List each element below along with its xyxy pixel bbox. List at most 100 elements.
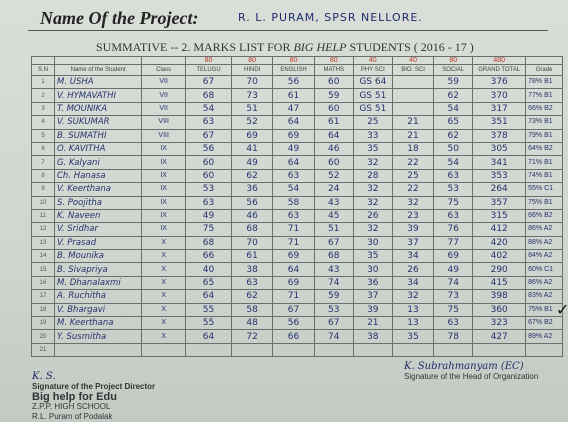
cell-telugu: 75: [185, 222, 232, 237]
cell-maths: 60: [313, 155, 354, 170]
cell-maths: 46: [313, 141, 354, 157]
cell-english: 71: [272, 235, 315, 251]
cell-sn: 13: [31, 235, 55, 251]
cell-maths: 52: [313, 168, 354, 184]
head-signature-mark: K. Subrahmanyam (EC): [404, 361, 524, 372]
cell-grade: 75% B1: [525, 195, 563, 210]
cell-student-name: Ch. Hanasa: [53, 168, 143, 184]
cell-class: X: [141, 235, 186, 251]
cell-social: 75: [433, 195, 474, 210]
table-header-row: S.N Name of the Student Class TELUGU HIN…: [31, 64, 563, 76]
cell-sn: 12: [31, 222, 55, 237]
cell-class: X: [141, 262, 186, 277]
cell-student-name: V. Keerthana: [53, 182, 143, 197]
cell-bio-sci: [391, 74, 435, 90]
cell-bio-sci: 13: [391, 302, 435, 318]
cell-social: 63: [433, 208, 474, 224]
cell-grade: 60% C1: [525, 262, 563, 277]
cell-hindi: 52: [230, 115, 274, 130]
director-signature-mark: K. S.: [32, 371, 56, 382]
cell-phy-sci: 25: [352, 115, 393, 130]
cell-phy-sci: 30: [352, 262, 393, 277]
col-telugu: TELUGU: [185, 64, 232, 76]
cell-social: 77: [433, 235, 474, 251]
table-row: 7 G. Kalyani IX 60 49 64 60 32 22 54 341 71% B1: [31, 155, 563, 170]
cell-social: 54: [433, 155, 474, 170]
cell-grand-total: 315: [472, 208, 527, 224]
cell-telugu: 55: [185, 302, 232, 318]
col-grade: Grade: [525, 64, 563, 76]
cell-grand-total: 323: [472, 316, 527, 331]
cell-maths: 74: [313, 329, 354, 344]
max-maths: 80: [313, 56, 354, 65]
cell-telugu: 67: [185, 74, 232, 90]
cell-hindi: 51: [230, 101, 274, 117]
cell-social: 62: [433, 88, 474, 103]
cell-student-name: [53, 342, 143, 358]
cell-telugu: [185, 342, 232, 358]
cell-social: 74: [433, 275, 474, 291]
cell-grand-total: 398: [472, 289, 527, 304]
cell-grade: 79% B1: [525, 128, 563, 143]
max-phy-sci: 40: [352, 56, 393, 65]
table-row: 8 Ch. Hanasa IX 60 62 63 52 28 25 63 353 74% B1: [31, 168, 563, 184]
cell-student-name: M. USHA: [53, 74, 143, 90]
cell-grand-total: 376: [472, 74, 527, 90]
cell-maths: 74: [313, 275, 354, 291]
cell-english: 47: [272, 101, 315, 117]
max-marks-row: 80 80 80 80 40 40 80 480: [31, 56, 563, 65]
cell-social: 75: [433, 302, 474, 318]
table-row: 15 B. Sivapriya X 40 38 64 43 30 26 49 290 60% C1: [31, 262, 563, 277]
cell-hindi: 72: [230, 329, 274, 344]
cell-sn: 17: [31, 289, 55, 304]
cell-english: 69: [272, 275, 315, 291]
cell-class: IX: [141, 182, 186, 197]
cell-hindi: 46: [230, 208, 274, 224]
cell-phy-sci: GS 51: [352, 88, 393, 103]
cell-hindi: 70: [230, 74, 274, 90]
cell-hindi: 73: [230, 88, 274, 103]
cell-hindi: 69: [230, 128, 274, 143]
cell-student-name: K. Naveen: [53, 208, 143, 224]
cell-social: 63: [433, 168, 474, 184]
cell-phy-sci: 39: [352, 302, 393, 318]
cell-telugu: 65: [185, 275, 232, 291]
cell-telugu: 68: [185, 88, 232, 103]
cell-bio-sci: 26: [391, 262, 435, 277]
cell-class: X: [141, 249, 186, 264]
cell-grade: [525, 342, 563, 358]
cell-english: 64: [272, 155, 315, 170]
cell-sn: 21: [31, 342, 55, 358]
cell-grade: 88% A2: [525, 235, 563, 251]
table-row: 19 M. Keerthana X 55 48 56 67 21 13 63 323 67% B2: [31, 316, 563, 331]
cell-bio-sci: 13: [391, 316, 435, 331]
cell-social: 63: [433, 316, 474, 331]
director-place: R.L. Puram of Podalak: [32, 412, 113, 421]
cell-hindi: 68: [230, 222, 274, 237]
summative-suffix: STUDENTS ( 2016 - 17 ): [349, 40, 474, 54]
head-caption: Signature of the Head of Organization: [404, 372, 539, 381]
cell-student-name: M. Keerthana: [53, 316, 143, 331]
cell-social: 73: [433, 289, 474, 304]
cell-student-name: A. Ruchitha: [53, 289, 143, 304]
cell-grade: 77% B1: [525, 88, 563, 103]
cell-grade: 86% A2: [525, 275, 563, 291]
summative-highlight: BIG HELP: [293, 40, 347, 54]
cell-class: VII: [141, 74, 186, 90]
project-name: R. L. PURAM, SPSR NELLORE.: [238, 11, 423, 24]
director-caption: Signature of the Project Director: [32, 382, 156, 391]
cell-english: 67: [272, 302, 315, 318]
cell-sn: 19: [31, 316, 55, 331]
cell-english: 66: [272, 329, 315, 344]
cell-class: IX: [141, 208, 186, 224]
cell-phy-sci: 30: [352, 235, 393, 251]
max-telugu: 80: [185, 56, 232, 65]
cell-grand-total: 370: [472, 88, 527, 103]
cell-social: 76: [433, 222, 474, 237]
cell-social: [433, 342, 474, 358]
cell-english: 71: [272, 222, 315, 237]
cell-grand-total: 378: [472, 128, 527, 143]
cell-grade: 74% B1: [525, 168, 563, 184]
cell-grand-total: 353: [472, 168, 527, 184]
